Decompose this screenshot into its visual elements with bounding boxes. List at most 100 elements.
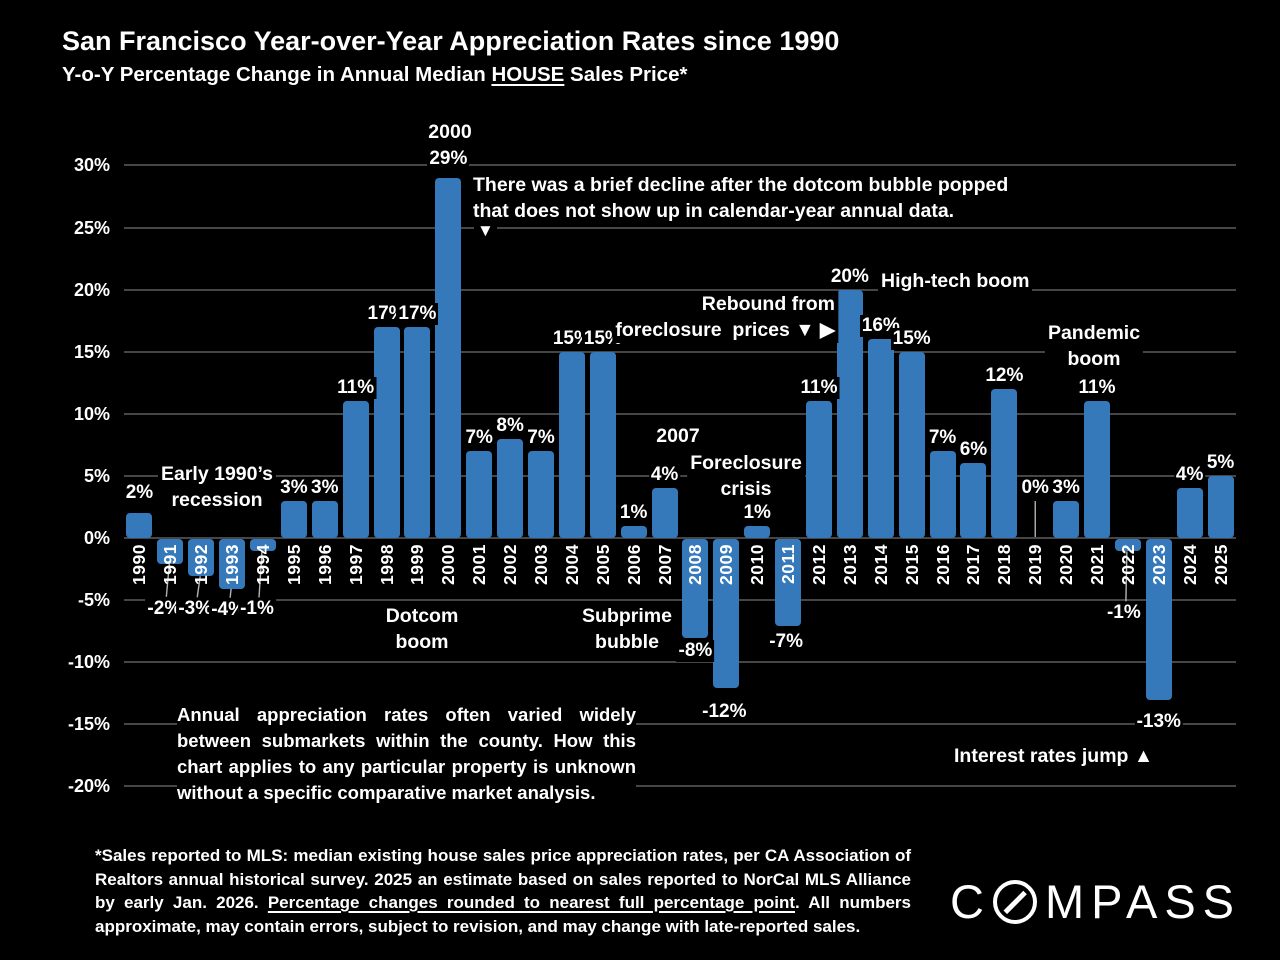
x-axis-label-1990: 1990	[129, 544, 150, 585]
x-axis-label-2000: 2000	[438, 544, 459, 585]
bar-2002[interactable]	[497, 438, 524, 538]
logo-letters-mpass: MPASS	[1044, 875, 1242, 928]
bar-2001[interactable]	[466, 451, 493, 538]
bar-2017[interactable]	[960, 463, 987, 538]
bar-value-label-2023: -13%	[1134, 711, 1183, 734]
page-title: San Francisco Year-over-Year Appreciatio…	[62, 26, 840, 56]
bar-1993[interactable]	[219, 539, 246, 589]
bar-2024[interactable]	[1176, 488, 1203, 538]
bar-2012[interactable]	[806, 401, 832, 538]
annotation-early-1990s-recession: Early 1990’s recession	[157, 461, 277, 513]
bar-2015[interactable]	[898, 351, 925, 538]
bar-1999[interactable]	[404, 326, 431, 538]
x-axis-label-2022: 2022	[1117, 544, 1138, 585]
bar-value-label-2010: 1%	[741, 501, 773, 524]
gridline-20%	[124, 288, 1236, 291]
annotation-interest-rates-jump: Interest rates jump ▲	[951, 743, 1157, 769]
bar-value-label-2011: -7%	[767, 630, 806, 653]
x-axis-label-1992: 1992	[191, 544, 212, 585]
bar-value-label-2001: 7%	[463, 427, 495, 450]
bar-1997[interactable]	[342, 401, 369, 538]
x-axis-label-2016: 2016	[932, 544, 953, 585]
x-axis-label-2019: 2019	[1025, 544, 1046, 585]
y-axis-tick-label: 15%	[73, 341, 110, 362]
bar-2014[interactable]	[867, 339, 894, 538]
x-axis-label-2009: 2009	[716, 544, 737, 585]
bar-value-label-2022: -1%	[1104, 602, 1143, 625]
bar-2020[interactable]	[1053, 500, 1080, 538]
bar-value-label-2015: 15%	[890, 327, 933, 350]
bar-2023[interactable]	[1145, 539, 1172, 701]
bar-1994[interactable]	[250, 539, 276, 552]
disclaimer-text: Annual appreciation rates often varied w…	[177, 702, 636, 806]
x-axis-label-2001: 2001	[469, 544, 490, 585]
x-axis-label-2010: 2010	[747, 544, 768, 585]
bar-2016[interactable]	[929, 451, 956, 538]
bar-1995[interactable]	[280, 500, 307, 538]
footnote-text: *Sales reported to MLS: median existing …	[95, 844, 911, 938]
bar-1996[interactable]	[311, 500, 338, 538]
subtitle-underlined-word: HOUSE	[491, 63, 565, 86]
bar-2003[interactable]	[528, 451, 554, 538]
bar-2022[interactable]	[1114, 539, 1141, 552]
bar-2005[interactable]	[589, 351, 616, 538]
bar-value-label-1992: -3%	[176, 598, 215, 621]
bar-1998[interactable]	[373, 326, 400, 538]
bar-1991[interactable]	[157, 539, 184, 564]
x-axis-label-2013: 2013	[839, 544, 860, 585]
bar-2006[interactable]	[620, 525, 647, 538]
bar-2007[interactable]	[651, 488, 678, 538]
logo-letter-c: C	[950, 875, 991, 928]
bar-value-label-2019: 0%	[1019, 477, 1051, 499]
annotation-high-tech-boom: High-tech boom	[878, 268, 1033, 294]
bar-value-label-1999: 17%	[396, 302, 439, 325]
bar-2018[interactable]	[991, 388, 1018, 538]
bar-value-label-2017: 6%	[957, 439, 990, 462]
bar-2008[interactable]	[682, 539, 709, 639]
bar-2009[interactable]	[713, 539, 740, 689]
x-axis-label-2021: 2021	[1087, 544, 1107, 585]
annotation-year-2007: 2007	[653, 423, 703, 449]
annotation-rebound-foreclosure: Rebound from foreclosure prices ▼ ▶	[612, 291, 838, 343]
y-axis-tick-label: -15%	[67, 714, 110, 735]
bar-2021[interactable]	[1084, 401, 1110, 538]
bar-value-label-2013: 20%	[828, 265, 871, 288]
bar-2025[interactable]	[1207, 475, 1234, 538]
bar-value-label-2024: 4%	[1173, 464, 1206, 487]
footnote-suffix: . All numbers approximate, may contain e…	[95, 893, 911, 936]
bar-1990[interactable]	[126, 513, 153, 538]
compass-o-icon	[992, 880, 1037, 924]
x-axis-label-2025: 2025	[1210, 544, 1231, 585]
bar-value-label-2008: -8%	[676, 640, 715, 663]
bar-2011[interactable]	[775, 539, 802, 626]
y-axis-tick-label: 25%	[73, 217, 110, 238]
bar-2010[interactable]	[744, 525, 771, 538]
gridline--15%	[124, 723, 1236, 726]
x-axis-label-1998: 1998	[376, 544, 397, 585]
x-axis-label-1995: 1995	[283, 544, 304, 585]
x-axis-label-2006: 2006	[623, 544, 644, 585]
annotation-dotcom-decline-note: There was a brief decline after the dotc…	[470, 172, 1012, 224]
bar-value-label-1995: 3%	[278, 476, 310, 499]
bar-2004[interactable]	[558, 351, 585, 538]
y-axis-tick-label: 30%	[73, 155, 110, 176]
bar-value-label-2006: 1%	[617, 501, 650, 524]
subtitle-suffix: Sales Price*	[564, 63, 688, 86]
y-axis-tick-label: -10%	[67, 652, 110, 673]
y-axis-tick-label: 0%	[83, 528, 110, 548]
bar-2000[interactable]	[435, 177, 462, 538]
x-axis-label-1993: 1993	[222, 544, 243, 585]
bar-value-label-1990: 2%	[123, 482, 156, 505]
x-axis-label-2007: 2007	[654, 544, 675, 585]
bar-2013[interactable]	[836, 289, 863, 538]
x-axis-label-2024: 2024	[1179, 544, 1200, 585]
bar-value-label-2025: 5%	[1204, 451, 1237, 474]
compass-needle-icon	[1003, 890, 1027, 914]
bar-value-label-2012: 11%	[798, 377, 840, 400]
x-axis-label-2023: 2023	[1148, 544, 1169, 585]
leader-line-1993	[229, 588, 232, 598]
bar-1992[interactable]	[188, 539, 215, 577]
bar-value-label-2020: 3%	[1050, 476, 1082, 499]
annotation-subprime-bubble: Subprime bubble	[579, 603, 675, 655]
